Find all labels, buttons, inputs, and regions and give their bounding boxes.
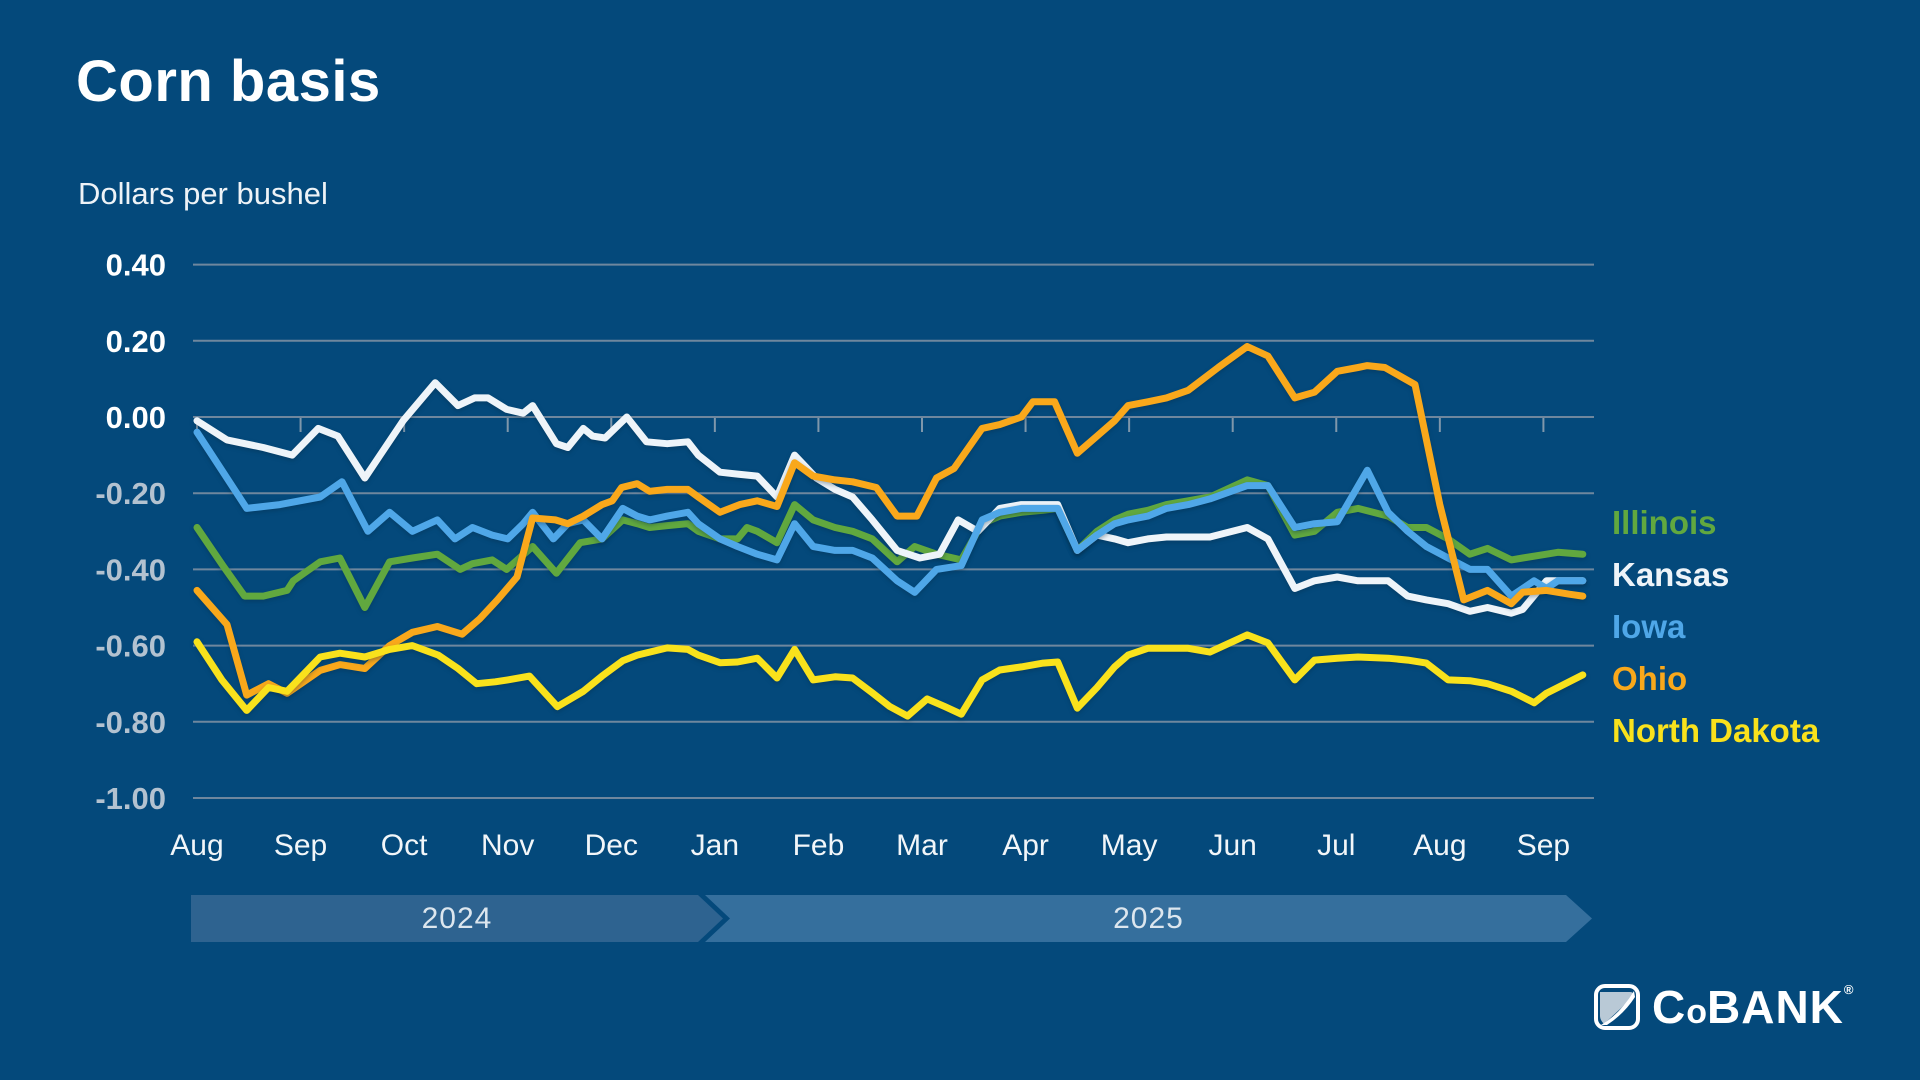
y-axis-label--1.00: -1.00	[95, 781, 166, 816]
x-axis-label-apr-8: Apr	[1002, 829, 1049, 862]
chart-legend: Illinois Kansas Iowa Ohio North Dakota	[1612, 497, 1819, 757]
series-line-iowa	[193, 428, 1587, 600]
legend-item-ohio: Ohio	[1612, 660, 1688, 697]
timeline-2024-bar: 2024	[191, 895, 723, 942]
timeline-2025-label: 2025	[1113, 901, 1184, 935]
y-axis-label--0.40: -0.40	[95, 552, 166, 587]
x-axis-label-mar-7: Mar	[896, 829, 948, 862]
series-line-ohio	[193, 343, 1587, 699]
legend-item-illinois: Illinois	[1612, 504, 1717, 541]
x-axis-label-jan-5: Jan	[691, 829, 739, 862]
timeline-2024-label: 2024	[421, 901, 493, 935]
x-axis-label-jul-11: Jul	[1317, 829, 1355, 862]
x-axis-label-oct-2: Oct	[381, 829, 428, 862]
legend-item-north-dakota: North Dakota	[1612, 712, 1820, 749]
x-axis-label-dec-4: Dec	[585, 829, 638, 862]
y-axis-label--0.20: -0.20	[95, 476, 166, 511]
registered-trademark-icon: ®	[1843, 982, 1854, 997]
x-axis-label-sep-1: Sep	[274, 829, 327, 862]
x-axis-label-feb-6: Feb	[793, 829, 845, 862]
timeline-2025-bar: 2025	[705, 895, 1592, 942]
y-axis-label-0.40: 0.40	[106, 248, 166, 283]
y-axis-label--0.80: -0.80	[95, 705, 166, 740]
page-title: Corn basis	[76, 49, 381, 114]
logo-part-o: o	[1686, 993, 1708, 1031]
x-axis-label-may-9: May	[1101, 829, 1158, 862]
y-axis-label-0.00: 0.00	[106, 400, 166, 435]
y-axis-units-label: Dollars per bushel	[78, 176, 328, 211]
series-line-north-dakota	[193, 631, 1587, 720]
cobank-logo-icon	[1594, 984, 1640, 1030]
legend-item-iowa: Iowa	[1612, 608, 1686, 645]
y-axis-label-0.20: 0.20	[106, 324, 166, 359]
series-line-kansas	[193, 379, 1587, 617]
x-axis-label-jun-10: Jun	[1209, 829, 1257, 862]
cobank-logo: C o BANK ®	[1594, 980, 1854, 1034]
legend-item-kansas: Kansas	[1612, 556, 1730, 593]
x-axis-label-nov-3: Nov	[481, 829, 534, 862]
x-axis-label-aug-0: Aug	[170, 829, 223, 862]
y-axis-label--0.60: -0.60	[95, 629, 166, 664]
cobank-logo-wordmark: C o BANK ®	[1652, 980, 1854, 1034]
logo-part-c: C	[1652, 981, 1687, 1033]
logo-part-bank: BANK	[1707, 981, 1844, 1033]
x-axis-label-sep-13: Sep	[1517, 829, 1570, 862]
x-axis-label-aug-12: Aug	[1413, 829, 1466, 862]
